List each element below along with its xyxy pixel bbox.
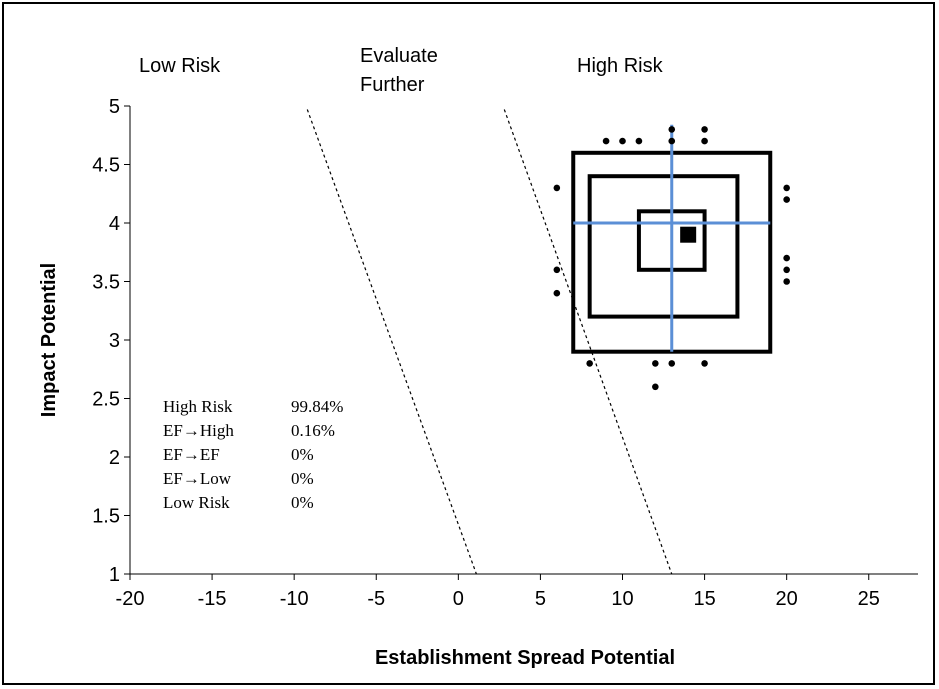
- x-axis-title: Establishment Spread Potential: [375, 647, 675, 669]
- y-ticks: 1 1.5 2 2.5 3 3.5 4 4.5 5: [92, 96, 130, 586]
- y-axis-title: Impact Potential: [38, 263, 60, 417]
- outlier-point: [783, 278, 790, 285]
- threshold-line: [503, 109, 673, 575]
- y-tick-label: 1.5: [92, 506, 120, 528]
- stat-label: Low Risk: [163, 493, 230, 512]
- point-estimate: [680, 226, 697, 243]
- x-tick-label: 20: [776, 588, 798, 610]
- y-tick-label: 4: [109, 213, 120, 235]
- y-tick-label: 1: [109, 564, 120, 586]
- outlier-point: [652, 383, 659, 391]
- stat-value: 0.16%: [291, 421, 335, 440]
- outlier-point: [783, 184, 790, 192]
- x-tick-label: -5: [367, 588, 385, 610]
- x-tick-label: 25: [858, 588, 880, 610]
- outlier-points: [553, 126, 790, 391]
- crosshair: [573, 124, 771, 352]
- y-tick-label: 4.5: [92, 155, 120, 177]
- outlier-point: [586, 360, 593, 367]
- outlier-point: [701, 137, 708, 145]
- stat-label: EF→Low: [163, 469, 232, 488]
- outlier-point: [553, 289, 561, 297]
- outlier-point: [701, 126, 708, 133]
- axes: [129, 106, 918, 575]
- threshold-line: [306, 109, 477, 575]
- outlier-point: [701, 360, 708, 367]
- outlier-point: [553, 266, 561, 274]
- outlier-point: [652, 360, 659, 367]
- outlier-point: [783, 254, 790, 262]
- y-tick-label: 2.5: [92, 389, 120, 411]
- outlier-point: [783, 266, 790, 274]
- x-ticks: -20 -15 -10 -5 0 5 10 15 20 25: [116, 574, 880, 610]
- y-tick-label: 5: [109, 96, 120, 118]
- x-tick-label: 10: [611, 588, 633, 610]
- outlier-point: [668, 360, 676, 367]
- x-tick-label: 15: [693, 588, 715, 610]
- outlier-point: [619, 137, 626, 145]
- outlier-point: [635, 137, 643, 145]
- stat-value: 0%: [291, 493, 314, 512]
- x-tick-label: 5: [535, 588, 546, 610]
- stats-table: High Risk 99.84% EF→High 0.16% EF→EF 0% …: [163, 397, 343, 512]
- estimate-marker: [680, 226, 697, 243]
- outlier-point: [553, 184, 561, 192]
- stat-value: 99.84%: [291, 397, 343, 416]
- y-tick-label: 2: [109, 447, 120, 469]
- region-label-high: High Risk: [577, 55, 664, 77]
- region-label-evaluate: Evaluate: [360, 45, 438, 67]
- stat-label: EF→High: [163, 421, 234, 440]
- stat-value: 0%: [291, 469, 314, 488]
- threshold-lines: [306, 109, 673, 575]
- stat-label: High Risk: [163, 397, 233, 416]
- outlier-point: [783, 196, 790, 203]
- region-labels: Low Risk Evaluate Further High Risk: [139, 45, 664, 96]
- confidence-box: [587, 174, 740, 319]
- y-tick-label: 3: [109, 330, 120, 352]
- outlier-point: [668, 137, 676, 145]
- x-tick-label: -10: [280, 588, 309, 610]
- x-tick-label: -20: [116, 588, 145, 610]
- x-tick-label: -15: [198, 588, 227, 610]
- outlier-point: [668, 126, 676, 133]
- region-label-evaluate: Further: [360, 74, 425, 96]
- region-label-low: Low Risk: [139, 55, 221, 77]
- stat-label: EF→EF: [163, 445, 220, 464]
- y-tick-label: 3.5: [92, 272, 120, 294]
- outlier-point: [602, 137, 610, 145]
- x-tick-label: 0: [453, 588, 464, 610]
- stat-value: 0%: [291, 445, 314, 464]
